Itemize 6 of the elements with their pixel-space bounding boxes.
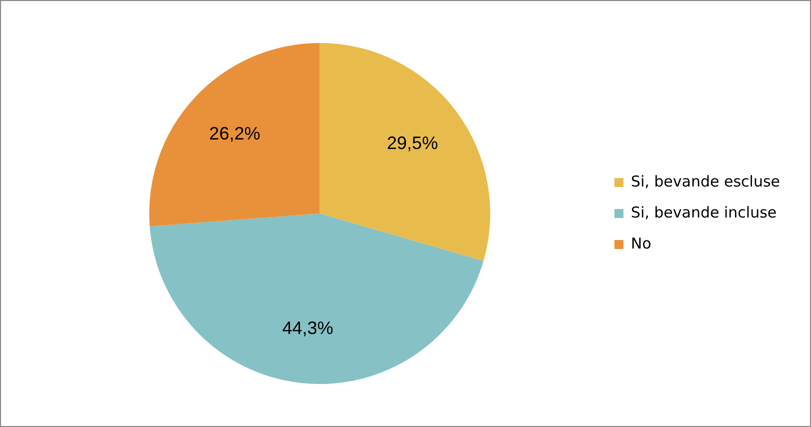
legend-label: Si, bevande incluse	[630, 203, 777, 222]
legend-label: No	[630, 234, 652, 252]
data-label: 29,5%	[386, 132, 438, 153]
legend-label: Si, bevande escluse	[630, 172, 780, 190]
data-label: 44,3%	[282, 318, 334, 338]
data-label: 26,2%	[209, 124, 260, 144]
